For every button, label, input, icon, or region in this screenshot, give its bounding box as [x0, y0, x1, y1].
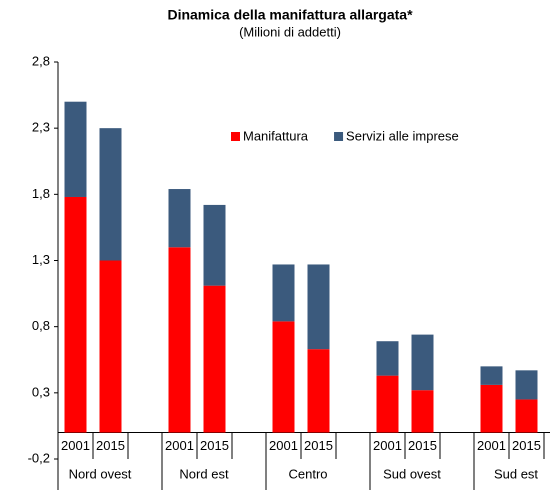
- x-tick-label: 2015: [200, 438, 229, 453]
- bar-segment: [203, 204, 226, 286]
- x-tick-label: 2015: [512, 438, 541, 453]
- legend-swatch: [231, 132, 240, 141]
- x-tick-label: 2001: [269, 438, 298, 453]
- group-label: Sud est: [494, 466, 538, 481]
- bar-segment: [272, 321, 295, 433]
- legend-label: Servizi alle imprese: [346, 128, 459, 143]
- group-label: Nord ovest: [69, 466, 132, 481]
- y-tick-label: 0,3: [32, 384, 50, 399]
- bar-segment: [64, 196, 87, 433]
- bar-segment: [480, 384, 503, 433]
- legend-swatch: [334, 132, 344, 141]
- y-tick-label: 0,8: [32, 318, 50, 333]
- bar-segment: [272, 264, 295, 322]
- x-tick-label: 2001: [61, 438, 90, 453]
- chart-subtitle: (Milioni di addetti): [239, 24, 341, 39]
- bar-segment: [480, 366, 503, 385]
- group-label: Centro: [288, 466, 327, 481]
- y-tick-label: 1,3: [32, 252, 50, 267]
- x-tick-label: 2001: [477, 438, 506, 453]
- bar-segment: [64, 101, 87, 197]
- bar-segment: [515, 399, 538, 433]
- y-tick-label: 1,8: [32, 186, 50, 201]
- bar-segment: [376, 375, 399, 433]
- x-tick-label: 2015: [304, 438, 333, 453]
- x-tick-label: 2015: [96, 438, 125, 453]
- y-tick-label: -0,2: [28, 450, 50, 465]
- y-tick-label: 2,3: [32, 120, 50, 135]
- bar-segment: [411, 334, 434, 391]
- bar-segment: [307, 264, 330, 350]
- bar-segment: [99, 260, 122, 433]
- bar-segment: [168, 247, 191, 433]
- bar-segment: [376, 341, 399, 376]
- bar-segment: [515, 370, 538, 400]
- bar-segment: [411, 390, 434, 433]
- bar-segment: [168, 189, 191, 248]
- bar-segment: [203, 285, 226, 433]
- x-tick-label: 2001: [165, 438, 194, 453]
- x-tick-label: 2001: [373, 438, 402, 453]
- group-label: Nord est: [179, 466, 229, 481]
- legend-label: Manifattura: [243, 128, 309, 143]
- chart-title: Dinamica della manifattura allargata*: [167, 7, 413, 23]
- bar-segment: [307, 349, 330, 433]
- group-label: Sud ovest: [383, 466, 441, 481]
- x-tick-label: 2015: [408, 438, 437, 453]
- bar-segment: [99, 128, 122, 261]
- y-tick-label: 2,8: [32, 53, 50, 68]
